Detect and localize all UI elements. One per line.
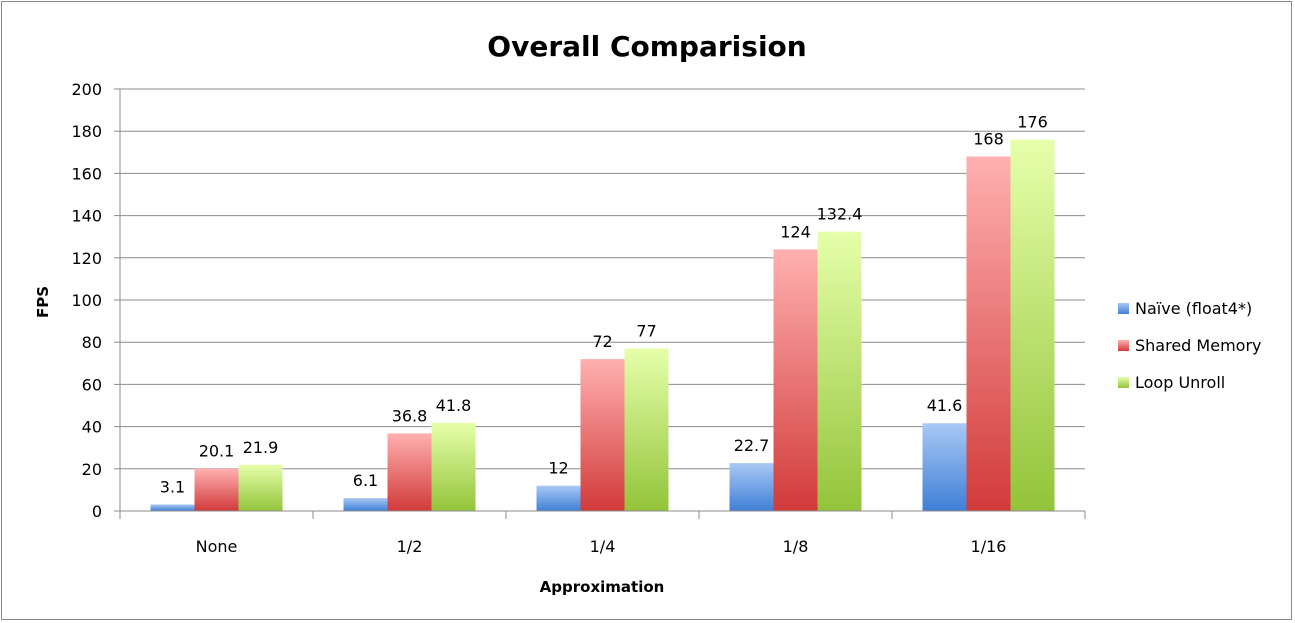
bar-2-2 <box>624 348 669 511</box>
x-axis: None 1/2 1/4 1/8 1/16 <box>119 89 1086 556</box>
x-tick-label: 1/16 <box>971 537 1007 556</box>
data-label: 21.9 <box>243 438 279 457</box>
legend-label: Shared Memory <box>1135 336 1261 355</box>
legend-label: Loop Unroll <box>1135 373 1225 392</box>
data-label: 20.1 <box>199 442 235 461</box>
legend-label: Naïve (float4*) <box>1135 299 1252 318</box>
bar-1-3 <box>773 249 818 512</box>
y-tick-label: 60 <box>82 375 102 394</box>
data-label: 77 <box>636 322 656 341</box>
x-axis-title: Approximation <box>540 578 665 596</box>
bar-2-3 <box>817 231 862 512</box>
x-tick-label: 1/8 <box>783 537 809 556</box>
data-label: 132.4 <box>817 205 863 224</box>
legend-swatch <box>1118 303 1129 314</box>
y-tick-label: 120 <box>71 249 102 268</box>
data-label: 41.8 <box>436 396 472 415</box>
y-tick-label: 180 <box>71 122 102 141</box>
data-label: 6.1 <box>353 471 378 490</box>
y-tick-label: 20 <box>82 460 102 479</box>
data-label: 36.8 <box>392 406 428 425</box>
data-label: 72 <box>592 332 612 351</box>
y-tick-label: 100 <box>71 291 102 310</box>
y-tick-label: 200 <box>71 80 102 99</box>
bar-1-1 <box>387 433 432 511</box>
bar-1-4 <box>966 156 1011 511</box>
y-tick-label: 160 <box>71 164 102 183</box>
data-labels: 3.1 20.1 21.9 6.1 36.8 41.8 12 72 77 22.7 124 132.4… <box>160 113 1048 497</box>
data-label: 168 <box>973 130 1004 149</box>
y-axis-ticks: 0 20 40 60 80 100 120 140 160 180 200 <box>71 80 120 521</box>
y-tick-label: 0 <box>92 502 102 521</box>
data-label: 12 <box>548 459 568 478</box>
bar-2-4 <box>1010 139 1055 511</box>
y-tick-label: 40 <box>82 418 102 437</box>
x-tick-label: 1/2 <box>397 537 423 556</box>
bar-0-1 <box>343 498 388 511</box>
y-axis-title: FPS <box>34 286 52 318</box>
bar-1-0 <box>194 468 239 511</box>
bars <box>150 139 1055 512</box>
x-tick-label: 1/4 <box>590 537 616 556</box>
bar-2-0 <box>238 464 283 511</box>
x-tick-label: None <box>196 537 238 556</box>
bar-1-2 <box>580 359 625 511</box>
bar-0-2 <box>536 485 581 511</box>
chart-title: Overall Comparision <box>487 30 806 63</box>
bar-0-4 <box>922 423 967 511</box>
legend-swatch <box>1118 377 1129 388</box>
bar-0-3 <box>729 463 774 511</box>
data-label: 41.6 <box>927 396 963 415</box>
y-tick-label: 140 <box>71 207 102 226</box>
legend: Naïve (float4*) Shared Memory Loop Unroll <box>1118 299 1261 392</box>
bar-2-1 <box>431 422 476 511</box>
legend-swatch <box>1118 340 1129 351</box>
data-label: 3.1 <box>160 477 185 496</box>
data-label: 22.7 <box>734 436 770 455</box>
y-tick-label: 80 <box>82 333 102 352</box>
bar-0-0 <box>150 504 195 511</box>
data-label: 176 <box>1017 113 1048 132</box>
data-label: 124 <box>780 222 811 241</box>
